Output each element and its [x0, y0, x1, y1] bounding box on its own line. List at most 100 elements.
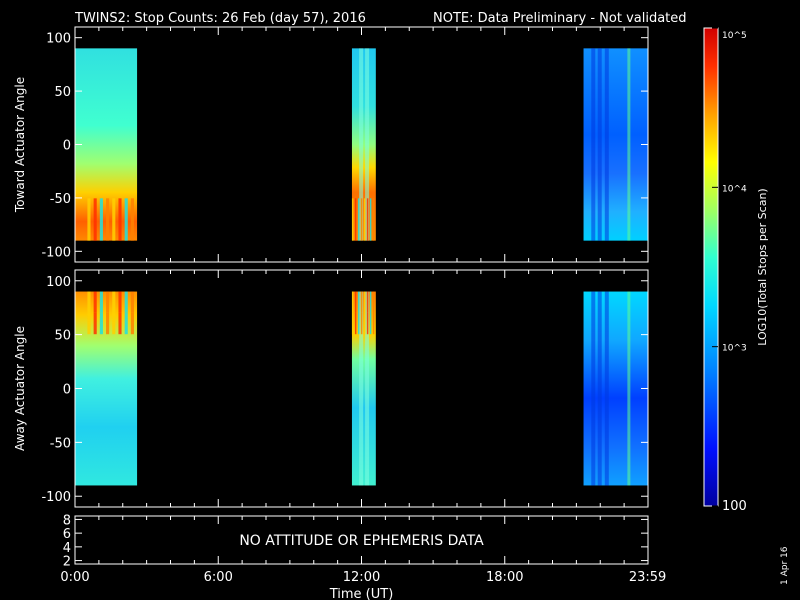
heatmap-speckle — [360, 312, 363, 335]
heatmap-speckle — [357, 291, 360, 313]
x-tick-label: 18:00 — [486, 570, 523, 585]
heatmap-speckle — [351, 198, 354, 220]
heatmap-speckle — [99, 198, 103, 220]
heatmap-speckle — [360, 291, 363, 313]
heatmap-speckle — [130, 312, 134, 335]
heatmap-speckle — [363, 219, 366, 241]
x-tick-label: 6:00 — [204, 570, 233, 585]
y-tick-label: 50 — [54, 85, 71, 100]
heatmap-speckle — [118, 219, 122, 241]
heatmap-speckle — [354, 219, 357, 241]
heatmap-speckle — [87, 198, 91, 220]
heatmap-streak — [627, 291, 631, 486]
colorbar-tick-label: 10^5 — [722, 31, 747, 41]
heatmap-speckle — [372, 291, 375, 313]
heatmap-speckle — [87, 219, 91, 241]
heatmap-speckle — [99, 219, 103, 241]
heatmap-streak — [597, 291, 602, 486]
heatmap-speckle — [354, 312, 357, 335]
heatmap-speckle — [357, 312, 360, 335]
y-tick-label: -50 — [50, 436, 71, 451]
heatmap-streak — [591, 291, 596, 486]
y-tick-label: 0 — [63, 139, 71, 154]
no-data-message: NO ATTITUDE OR EPHEMERIS DATA — [239, 533, 484, 549]
heatmap-speckle — [106, 291, 110, 313]
heatmap-speckle — [118, 198, 122, 220]
colorbar-tick-label: 10^3 — [722, 344, 747, 354]
heatmap-speckle — [366, 312, 369, 335]
chart-title: TWINS2: Stop Counts: 26 Feb (day 57), 20… — [74, 11, 366, 26]
heatmap-speckle — [369, 291, 372, 313]
y-tick-label: 4 — [63, 541, 71, 556]
heatmap-speckle — [112, 312, 116, 335]
heatmap-speckle — [93, 312, 97, 335]
heatmap-streak — [627, 48, 631, 241]
panels: -100 -50 0 50 100 Toward Actuator Angle -100 -5… — [13, 26, 666, 600]
y-tick-label: 50 — [54, 329, 71, 344]
y-axis-label: Toward Actuator Angle — [13, 77, 27, 213]
heatmap-segment-2 — [351, 48, 376, 241]
y-tick-label: -100 — [41, 245, 71, 260]
heatmap-streak — [359, 48, 364, 241]
heatmap-speckle — [93, 198, 97, 220]
heatmap-speckle — [106, 198, 110, 220]
panel-top: -100 -50 0 50 100 Toward Actuator Angle — [13, 26, 649, 263]
heatmap-speckle — [363, 312, 366, 335]
y-tick-label: 100 — [46, 275, 71, 290]
heatmap-speckle — [99, 312, 103, 335]
y-axis-label: Away Actuator Angle — [13, 326, 27, 451]
colorbar-tick-label: 100 — [722, 499, 747, 514]
heatmap-speckle — [118, 312, 122, 335]
heatmap-speckle — [130, 198, 134, 220]
heatmap-speckle — [99, 291, 103, 313]
heatmap-speckle — [360, 198, 363, 220]
heatmap-speckle — [357, 198, 360, 220]
run-date: 1 Apr 16 — [780, 546, 790, 585]
heatmap-speckle — [118, 291, 122, 313]
heatmap-speckle — [372, 312, 375, 335]
heatmap-speckle — [351, 312, 354, 335]
y-tick-label: 2 — [63, 555, 71, 570]
heatmap-speckle — [130, 219, 134, 241]
heatmap-speckle — [124, 198, 128, 220]
heatmap-streak — [365, 48, 370, 241]
x-tick-label: 0:00 — [60, 570, 89, 585]
heatmap-streak — [604, 48, 609, 241]
y-tick-label: -100 — [41, 490, 71, 505]
heatmap-speckle — [124, 219, 128, 241]
heatmap-speckle — [351, 219, 354, 241]
y-tick-label: -50 — [50, 192, 71, 207]
heatmap-speckle — [372, 219, 375, 241]
colorbar-tick-label: 10^4 — [722, 184, 747, 194]
heatmap-speckle — [112, 291, 116, 313]
heatmap-speckle — [363, 291, 366, 313]
heatmap-speckle — [357, 219, 360, 241]
heatmap-speckle — [351, 291, 354, 313]
panel-middle: -100 -50 0 50 100 Away Actuator Angle — [13, 269, 649, 508]
heatmap-speckle — [87, 291, 91, 313]
preliminary-note: NOTE: Data Preliminary - Not validated — [433, 11, 687, 26]
heatmap-streak — [597, 48, 602, 241]
x-axis-label: Time (UT) — [329, 587, 394, 600]
heatmap-speckle — [87, 312, 91, 335]
heatmap-streak — [591, 48, 596, 241]
heatmap-speckle — [106, 219, 110, 241]
heatmap-streak — [365, 291, 370, 486]
colorbar-label: LOG10(Total Stops per Scan) — [756, 188, 769, 345]
heatmap-speckle — [112, 198, 116, 220]
x-tick-label: 23:59 — [629, 570, 666, 585]
y-tick-label: 0 — [63, 383, 71, 398]
heatmap-speckle — [366, 291, 369, 313]
heatmap-speckle — [360, 219, 363, 241]
y-tick-label: 8 — [63, 513, 71, 528]
heatmap-speckle — [372, 198, 375, 220]
heatmap-speckle — [93, 219, 97, 241]
heatmap-speckle — [354, 291, 357, 313]
heatmap-speckle — [124, 291, 128, 313]
heatmap-speckle — [354, 198, 357, 220]
colorbar-gradient — [703, 27, 719, 507]
heatmap-speckle — [369, 219, 372, 241]
heatmap-speckle — [369, 198, 372, 220]
